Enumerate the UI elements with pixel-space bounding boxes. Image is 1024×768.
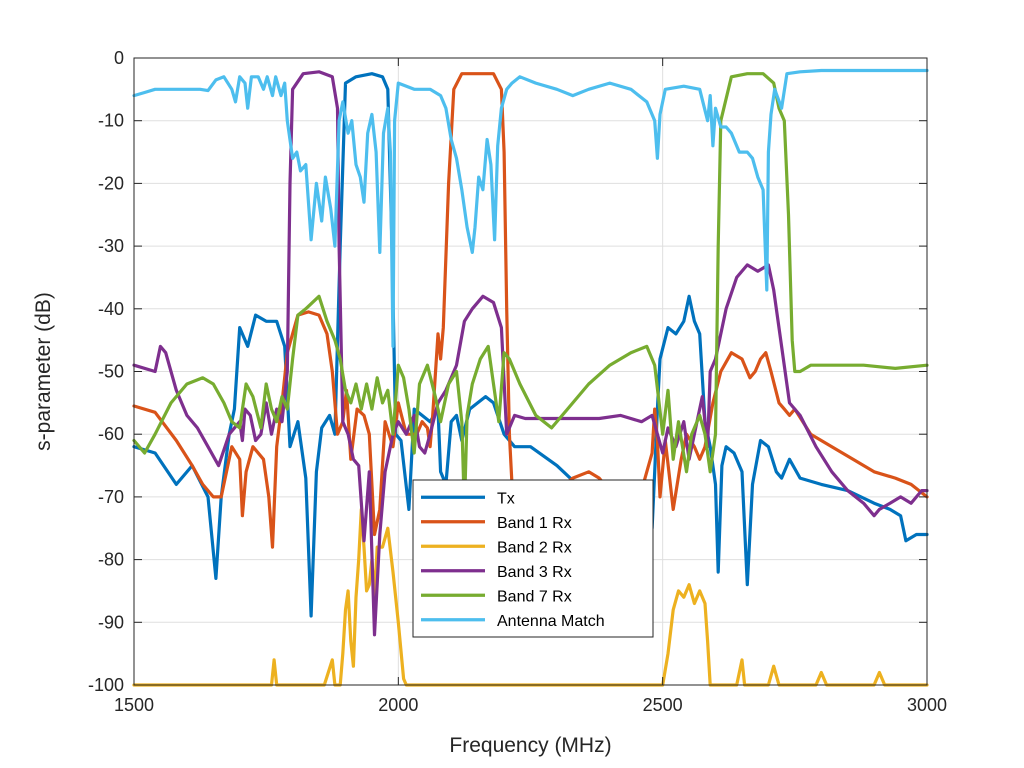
x-tick-label: 2500 <box>643 695 683 715</box>
y-tick-label: 0 <box>114 48 124 68</box>
y-tick-label: -70 <box>98 487 124 507</box>
legend-entry-label: Tx <box>497 490 515 507</box>
x-axis-label: Frequency (MHz) <box>449 734 611 757</box>
series-line-band-7-rx <box>132 72 929 511</box>
y-tick-label: -10 <box>98 111 124 131</box>
y-tick-label: -20 <box>98 173 124 193</box>
x-tick-labels: 1500 2000 2500 3000 <box>114 695 947 715</box>
y-tick-labels: 0 -10 -20 -30 -40 -50 -60 -70 -80 -90 -100 <box>88 48 124 695</box>
legend-entry-label: Band 2 Rx <box>497 539 572 556</box>
legend-entry-label: Antenna Match <box>497 613 605 630</box>
legend-entry-label: Band 7 Rx <box>497 588 572 605</box>
legend-entry-label: Band 1 Rx <box>497 515 572 532</box>
y-tick-label: -40 <box>98 299 124 319</box>
legend: Tx Band 1 Rx Band 2 Rx Band 3 Rx Band 7 Rx An… <box>412 479 654 638</box>
legend-box <box>412 479 654 638</box>
legend-entry-label: Band 3 Rx <box>497 564 572 581</box>
y-tick-label: -60 <box>98 424 124 444</box>
x-tick-label: 2000 <box>378 695 418 715</box>
y-tick-label: -90 <box>98 612 124 632</box>
y-tick-label: -100 <box>88 675 124 695</box>
x-tick-label: 3000 <box>907 695 947 715</box>
series-layer <box>132 68 929 687</box>
x-tick-label: 1500 <box>114 695 154 715</box>
y-tick-label: -30 <box>98 236 124 256</box>
series-line-band-1-rx <box>132 72 929 549</box>
y-tick-label: -80 <box>98 550 124 570</box>
y-tick-label: -50 <box>98 362 124 382</box>
axis-ticks <box>133 57 928 686</box>
series-line-antenna-match <box>132 68 929 348</box>
series-line-band-2-rx <box>132 507 929 687</box>
y-axis-label: s-parameter (dB) <box>32 292 55 451</box>
